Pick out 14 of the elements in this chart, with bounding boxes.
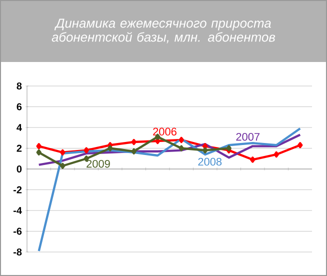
series-label: 2008 — [198, 158, 222, 166]
y-tick-label: -8 — [14, 248, 22, 256]
y-tick-label: 4 — [16, 124, 22, 131]
y-tick-label: 8 — [16, 82, 22, 90]
y-tick-label: -2 — [14, 186, 22, 194]
y-tick-label: 6 — [16, 103, 22, 110]
chart-title: Динамика ежемесячного прироста абонентской базы, млн. абонентов — [52, 18, 276, 44]
series-label: 2009 — [86, 160, 110, 168]
y-tick-label: 0 — [16, 165, 22, 173]
series-label: 2006 — [153, 128, 176, 136]
y-tick-label: -6 — [14, 228, 22, 235]
y-tick-label: -4 — [14, 207, 22, 214]
series-label: 2007 — [236, 132, 260, 141]
y-tick-label: 2 — [16, 144, 22, 152]
